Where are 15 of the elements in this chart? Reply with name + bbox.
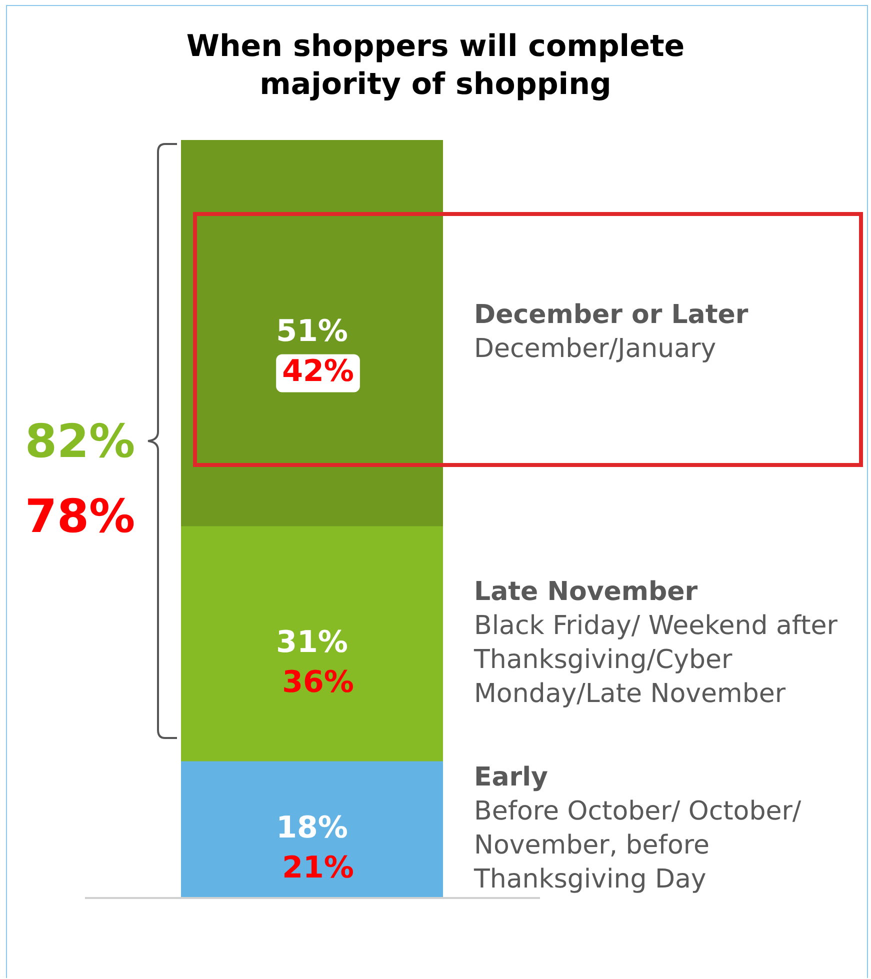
series-label: December or Later xyxy=(474,300,748,330)
text: Before October/ October/ November, before Thanksgiving Day xyxy=(473,796,802,895)
data-label: 18% xyxy=(276,810,348,846)
annotation: 42% xyxy=(282,354,354,390)
text: 78% xyxy=(24,488,136,543)
series-label: Early xyxy=(474,762,548,793)
data-label: 51% xyxy=(276,314,348,350)
annotation: 21% xyxy=(282,850,354,886)
annotation: 36% xyxy=(282,664,354,700)
text: 82% xyxy=(24,414,136,468)
text: December/January xyxy=(474,334,716,364)
text: Black Friday/ Weekend after Thanksgiving/Cyber Monday/Late November xyxy=(473,610,838,709)
data-label: 31% xyxy=(276,624,348,660)
chart-title: When shoppers will complete majority of shopping xyxy=(185,28,686,104)
series-label: Late November xyxy=(474,576,698,607)
